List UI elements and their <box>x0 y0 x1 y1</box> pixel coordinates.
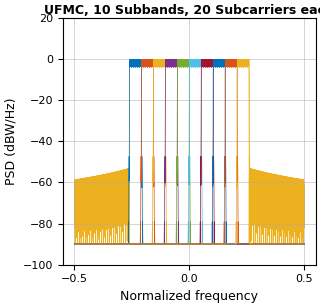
Y-axis label: PSD (dBW/Hz): PSD (dBW/Hz) <box>4 98 17 185</box>
Title: UFMC, 10 Subbands, 20 Subcarriers each: UFMC, 10 Subbands, 20 Subcarriers each <box>44 4 320 17</box>
X-axis label: Normalized frequency: Normalized frequency <box>120 290 258 303</box>
